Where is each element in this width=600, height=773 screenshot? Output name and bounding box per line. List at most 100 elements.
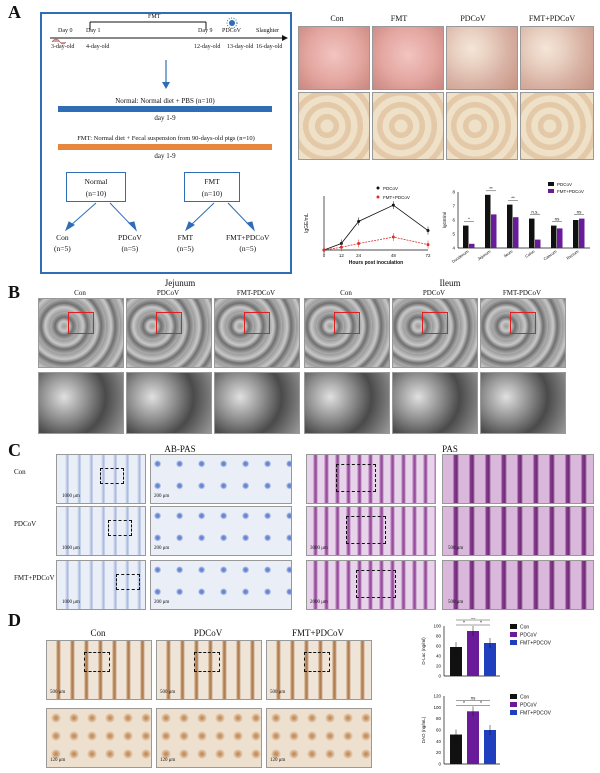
leaf-con-name: Con [56,233,69,242]
sem-zoom-2 [214,372,300,434]
ihc-col-label-1: PDCoV [193,628,223,638]
panel-label-b: B [8,282,21,302]
dlac-legend-0: Con [520,625,529,631]
down-arrow [162,60,170,89]
dao-bar-1 [467,711,479,764]
tissue-bar-1-4 [557,228,563,248]
tissue-sig-0: * [468,217,470,222]
tissue-cat-1: Jejunum [476,248,492,261]
dao-bar-2 [484,730,496,764]
photo-pdcov-intestine [446,92,518,160]
dao-legend-swatch-1 [510,702,517,707]
leaf-fmt-pdcov-n: (n=5) [239,244,257,253]
sem-roi-3 [334,312,360,334]
dao-sig-2: * [480,701,482,707]
photo-label-con: Con [330,14,344,23]
dao-sig-0: ns [471,695,477,700]
dlac-y-tick-80: 80 [436,634,442,639]
dlac-bar-0 [450,647,462,676]
timeline-day9: Day 9 [198,28,213,34]
sem-col-label-4: PDCoV [422,289,446,297]
histo-row-label-1: PDCoV [14,520,37,528]
dlac-ylabel: D-Lac (ng/ml) [421,637,426,665]
ihc-roi-1 [194,652,220,672]
ihc-scale-120-2: 120 μm [270,758,286,763]
histo-scale-bar-0: 1000 μm [62,494,80,499]
line-legend-marker-0 [376,186,380,190]
age-4: 4-day-old [86,44,110,50]
sem-zoom-4 [392,372,478,434]
pas-roi-1 [346,516,386,544]
sem-col-label-5: FMT-PDCoV [502,289,542,297]
histo-scale-bar-2: 1000 μm [62,600,80,605]
tissue-cat-2: Ileum [503,248,514,258]
ihc-zoom-0 [46,708,152,768]
leaf-con-n: (n=5) [54,244,71,253]
sem-col-label-2: FMT-PDCoV [236,289,276,297]
histo-scale-bar-4: 200 μm [154,546,170,551]
ihc-scale-500-0: 500 μm [50,690,66,695]
dlac-legend-swatch-1 [510,632,517,637]
dlac-y-tick-40: 40 [436,654,442,659]
normal-days: day 1-9 [154,114,176,122]
normal-group-n: (n=10) [85,189,107,198]
sem-roi-1 [156,312,182,334]
line-point-1-3 [391,235,395,239]
ihc-zoom-1 [156,708,262,768]
ihc-scale-500-1: 500 μm [160,690,176,695]
line-chart: 0 12 24 48 72 Hours post inoculation lgGE/mL PD… [304,186,431,266]
dao-sig-1: * [463,701,465,707]
leaf-fmt-name: FMT [177,233,194,242]
photo-con-abdomen [298,26,370,90]
line-legend-0: PDCoV [383,186,398,191]
tissue-cat-4: Caecum [542,248,558,261]
abpas-roi-0 [100,468,124,484]
fmt-group-box: FMT (n=10) [184,172,240,202]
ihc-roi-0 [84,652,110,672]
dao-y-tick-100: 100 [433,705,441,710]
photo-label-fmt-pdcov: FMT+PDCoV [528,14,576,23]
dlac-y-tick-60: 60 [436,644,442,649]
photo-label-pdcov: PDCoV [460,14,486,23]
split-arrows [65,202,255,232]
leaf-pdcov-name: PDCoV [118,233,142,242]
dao-y-tick-40: 40 [436,739,442,744]
tissue-bar-1-5 [579,218,585,248]
dlac-legend-swatch-0 [510,624,517,629]
dlac-sig-1: * [463,621,465,627]
dao-ylabel: DAO (ng/mL) [421,716,426,743]
panel-label-a: A [8,2,21,22]
histo-row-label-0: Con [14,468,26,476]
photo-fmt-pdcov-intestine [520,92,594,160]
dao-legend-2: FMT+PDCOV [520,711,552,717]
line-point-0-4 [426,229,430,233]
tissue-cat-5: Rectum [565,248,580,260]
normal-group-box: Normal (n=10) [66,172,126,202]
pas-zoom-2 [442,560,594,610]
line-series-1 [323,236,429,251]
tissue-legend-1: FMT+PDCoV [557,189,584,194]
dlac-y-tick-20: 20 [436,664,442,669]
tissue-legend-swatch-1 [548,189,554,193]
pas-overview-0 [306,454,436,504]
dao-bar-0 [450,734,462,764]
line-x-tick-4: 72 [425,253,431,258]
timeline-fmt: FMT [148,14,161,20]
tissue-cat-3: Colon [524,249,535,259]
leaf-fmt-n: (n=5) [177,244,194,253]
dao-y-tick-60: 60 [436,728,442,733]
dlac-legend-1: PDCoV [520,633,537,639]
ileum-heading: Ileum [439,278,461,288]
pas-zoom-0 [442,454,594,504]
abpas-roi-1 [108,520,132,536]
fmt-group-n: (n=10) [201,189,223,198]
sem-zoom-0 [38,372,124,434]
line-point-1-0 [322,248,326,252]
dao-y-tick-80: 80 [436,716,442,721]
ihc-overview-0 [46,640,152,700]
leaf-pdcov-n: (n=5) [121,244,139,253]
line-point-0-3 [391,203,395,207]
line-x-tick-3: 48 [391,253,397,258]
tissue-bar-1-1 [491,214,497,248]
